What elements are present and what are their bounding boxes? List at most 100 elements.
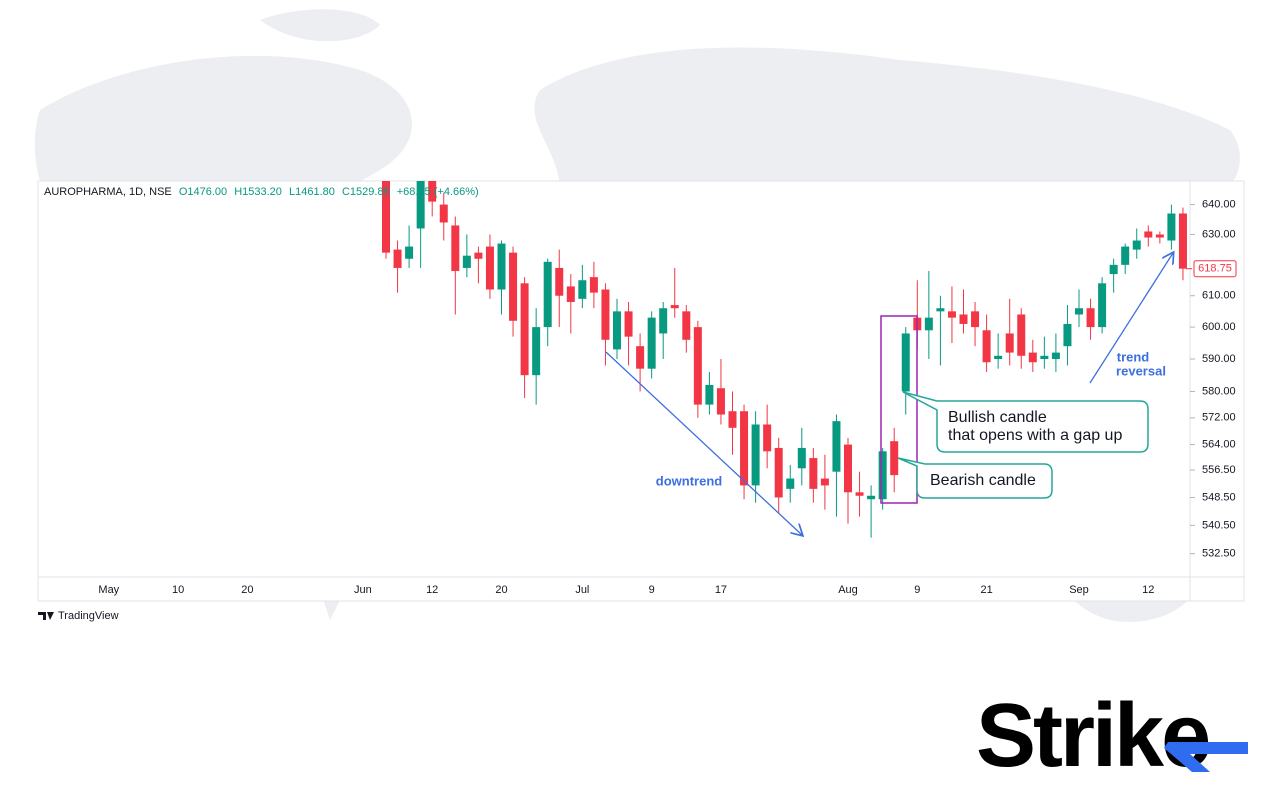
brand-arrow [1164, 742, 1248, 772]
highlight-box [880, 315, 918, 504]
symbol: AUROPHARMA, 1D, NSE [44, 186, 172, 198]
candle-body [520, 283, 529, 376]
candle-body [797, 447, 806, 469]
candle-body [1109, 264, 1118, 275]
tradingview-logo: TradingView [38, 610, 119, 622]
candle-body [532, 327, 541, 376]
candle-body [647, 317, 656, 369]
candle-body [405, 246, 414, 259]
candle-body [1121, 246, 1130, 265]
candle-body [1017, 314, 1026, 356]
candle-body [994, 355, 1003, 360]
ohlc-close: C1529.85 [341, 186, 390, 198]
candle-body [636, 346, 645, 369]
reversal-arrow [1089, 253, 1173, 384]
annotation-text: trend [1117, 349, 1150, 364]
candle-body [971, 311, 980, 328]
candle-body [1132, 240, 1141, 250]
candle-body [416, 181, 425, 229]
candle-body [936, 308, 945, 312]
candle-body [728, 411, 737, 428]
y-tick-label: 540.50 [1202, 519, 1236, 531]
candle-body [555, 267, 564, 296]
candle-body [659, 308, 668, 334]
candle-body [451, 225, 460, 271]
candle-body [613, 311, 621, 350]
candle-body [1063, 323, 1072, 347]
callout-box [902, 391, 1149, 453]
y-tick-label: 548.50 [1202, 491, 1236, 503]
y-tick-label: 564.00 [1202, 438, 1236, 450]
x-tick-label: 12 [426, 584, 438, 596]
ohlc-open: O1476.00 [178, 186, 228, 198]
candle-body [693, 327, 702, 405]
candle-body [624, 311, 633, 337]
candle-body [439, 204, 448, 223]
x-tick-label: 21 [980, 584, 992, 596]
candle-body [878, 451, 887, 500]
y-tick-label: 556.50 [1202, 464, 1236, 476]
candle-body [601, 289, 610, 340]
y-tick-label: 572.00 [1202, 412, 1236, 424]
candle-body [947, 311, 956, 318]
candle-body [844, 444, 852, 493]
candle-body [867, 495, 876, 500]
candle-body [543, 261, 552, 328]
annotation-text: reversal [1116, 363, 1166, 378]
candle-body [705, 384, 714, 405]
ohlc-high: H1533.20 [234, 186, 282, 198]
annotation-text: downtrend [656, 473, 722, 488]
candle-body [890, 441, 899, 476]
candle-body [751, 424, 760, 486]
y-tick-label: 610.00 [1202, 290, 1236, 302]
candle-body [763, 424, 772, 452]
x-tick-label: 20 [495, 584, 507, 596]
y-tick-label: 600.00 [1202, 321, 1236, 333]
x-tick-label: 9 [649, 584, 655, 596]
candle-body [1178, 213, 1187, 269]
tradingview-text: TradingView [58, 610, 119, 622]
x-tick-label: Jun [354, 584, 372, 596]
brand-text: Strike [976, 686, 1208, 786]
x-tick-label: 17 [715, 584, 727, 596]
y-tick-label: 640.00 [1202, 198, 1236, 210]
last-price-label: 618.75 [1198, 263, 1232, 275]
candle-body [774, 447, 783, 498]
candle-body [1075, 308, 1083, 315]
candles [382, 181, 1187, 538]
candle-body [809, 458, 818, 489]
annotation-text: Bearish candle [930, 472, 1036, 489]
candle-body [497, 243, 506, 290]
candle-body [393, 249, 402, 268]
candle-body [924, 317, 933, 331]
candle-body [509, 252, 518, 321]
candle-body [855, 492, 864, 496]
candle-body [959, 314, 968, 324]
symbol-header: AUROPHARMA, 1D, NSE O1476.00 H1533.20 L1… [44, 186, 483, 198]
candle-body [485, 246, 494, 290]
candle-body [1028, 352, 1037, 363]
candle-body [589, 277, 598, 293]
chart-panel [37, 180, 1245, 602]
candle-body [670, 305, 679, 309]
candle-body [901, 333, 910, 392]
annotation-text: Bullish candle [948, 409, 1047, 426]
last-price-box [1193, 260, 1237, 278]
candle-body [1098, 283, 1107, 328]
brand-logo: Strike [976, 686, 1248, 786]
candle-body [428, 181, 437, 202]
candle-body [1167, 213, 1176, 241]
ohlc-low: L1461.80 [288, 186, 335, 198]
candle-body [716, 388, 725, 415]
x-tick-label: Aug [838, 584, 858, 596]
x-tick-label: Jul [575, 584, 589, 596]
candle-body [1051, 352, 1060, 360]
callout-box [897, 457, 1053, 499]
annotations: downtrend trend reversal Bullish candle … [605, 253, 1173, 535]
candle-body [682, 311, 691, 340]
ohlc-change: +68.05 (+4.66%) [396, 186, 479, 198]
annotation-text: that opens with a gap up [948, 427, 1122, 444]
candle-body [740, 411, 749, 486]
y-tick-label: 590.00 [1202, 353, 1236, 365]
